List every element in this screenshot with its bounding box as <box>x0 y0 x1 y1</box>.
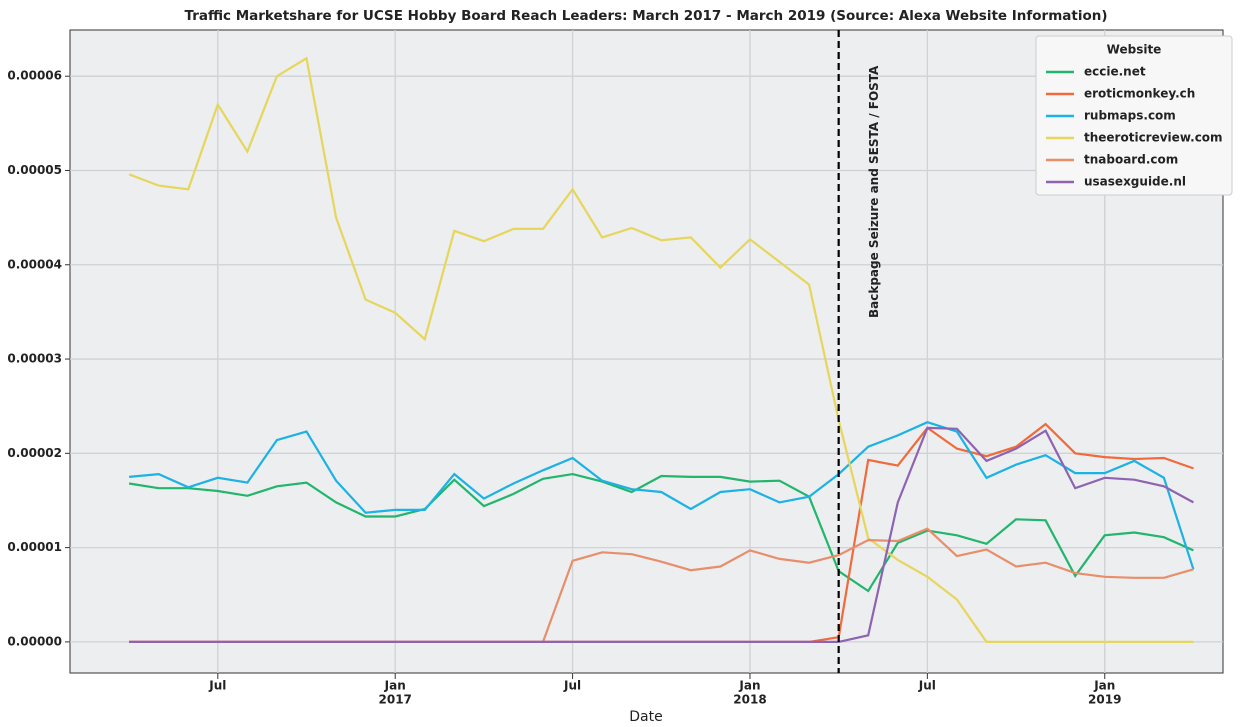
annotation-text: Backpage Seizure and SESTA / FOSTA <box>867 65 881 318</box>
series-line <box>128 421 1195 570</box>
series-line <box>128 472 1194 593</box>
x-tick-label: Jan <box>384 679 406 693</box>
lines <box>128 56 1195 643</box>
series-line <box>128 56 1194 643</box>
x-tick-year: 2017 <box>379 693 412 707</box>
legend-title: Website <box>1107 43 1162 57</box>
x-tick-year: 2019 <box>1088 693 1121 707</box>
legend-label: rubmaps.com <box>1084 109 1176 123</box>
x-tick-label: Jul <box>563 679 581 693</box>
x-tick-year: 2018 <box>733 693 766 707</box>
legend-label: tnaboard.com <box>1084 153 1178 167</box>
legend-label: usasexguide.nl <box>1084 175 1186 189</box>
legend-box <box>1035 35 1233 196</box>
legend: Website eccie.net eroticmonkey.ch rubmaps.c… <box>1035 35 1233 196</box>
y-tick-label: 0.00000 <box>7 634 62 648</box>
y-tick-label: 0.00004 <box>7 257 62 271</box>
y-tick-label: 0.00003 <box>7 352 62 366</box>
x-tick-label: Jan <box>738 679 760 693</box>
series-line <box>129 426 1194 643</box>
y-tick-label: 0.00001 <box>7 540 62 554</box>
y-tick-label: 0.00002 <box>7 446 62 460</box>
legend-label: eccie.net <box>1084 65 1146 79</box>
x-tick-label: Jul <box>208 679 226 693</box>
x-tick-label: Jan <box>1093 679 1115 693</box>
y-tick-label: 0.00005 <box>7 163 62 177</box>
legend-label: eroticmonkey.ch <box>1084 87 1195 101</box>
x-axis-label: Date <box>629 709 662 725</box>
chart-title: Traffic Marketshare for UCSE Hobby Board… <box>184 8 1107 24</box>
y-tick-label: 0.00006 <box>7 69 62 83</box>
plot-area <box>69 29 1224 674</box>
legend-label: theeroticreview.com <box>1084 131 1223 145</box>
x-tick-label: Jul <box>918 679 936 693</box>
